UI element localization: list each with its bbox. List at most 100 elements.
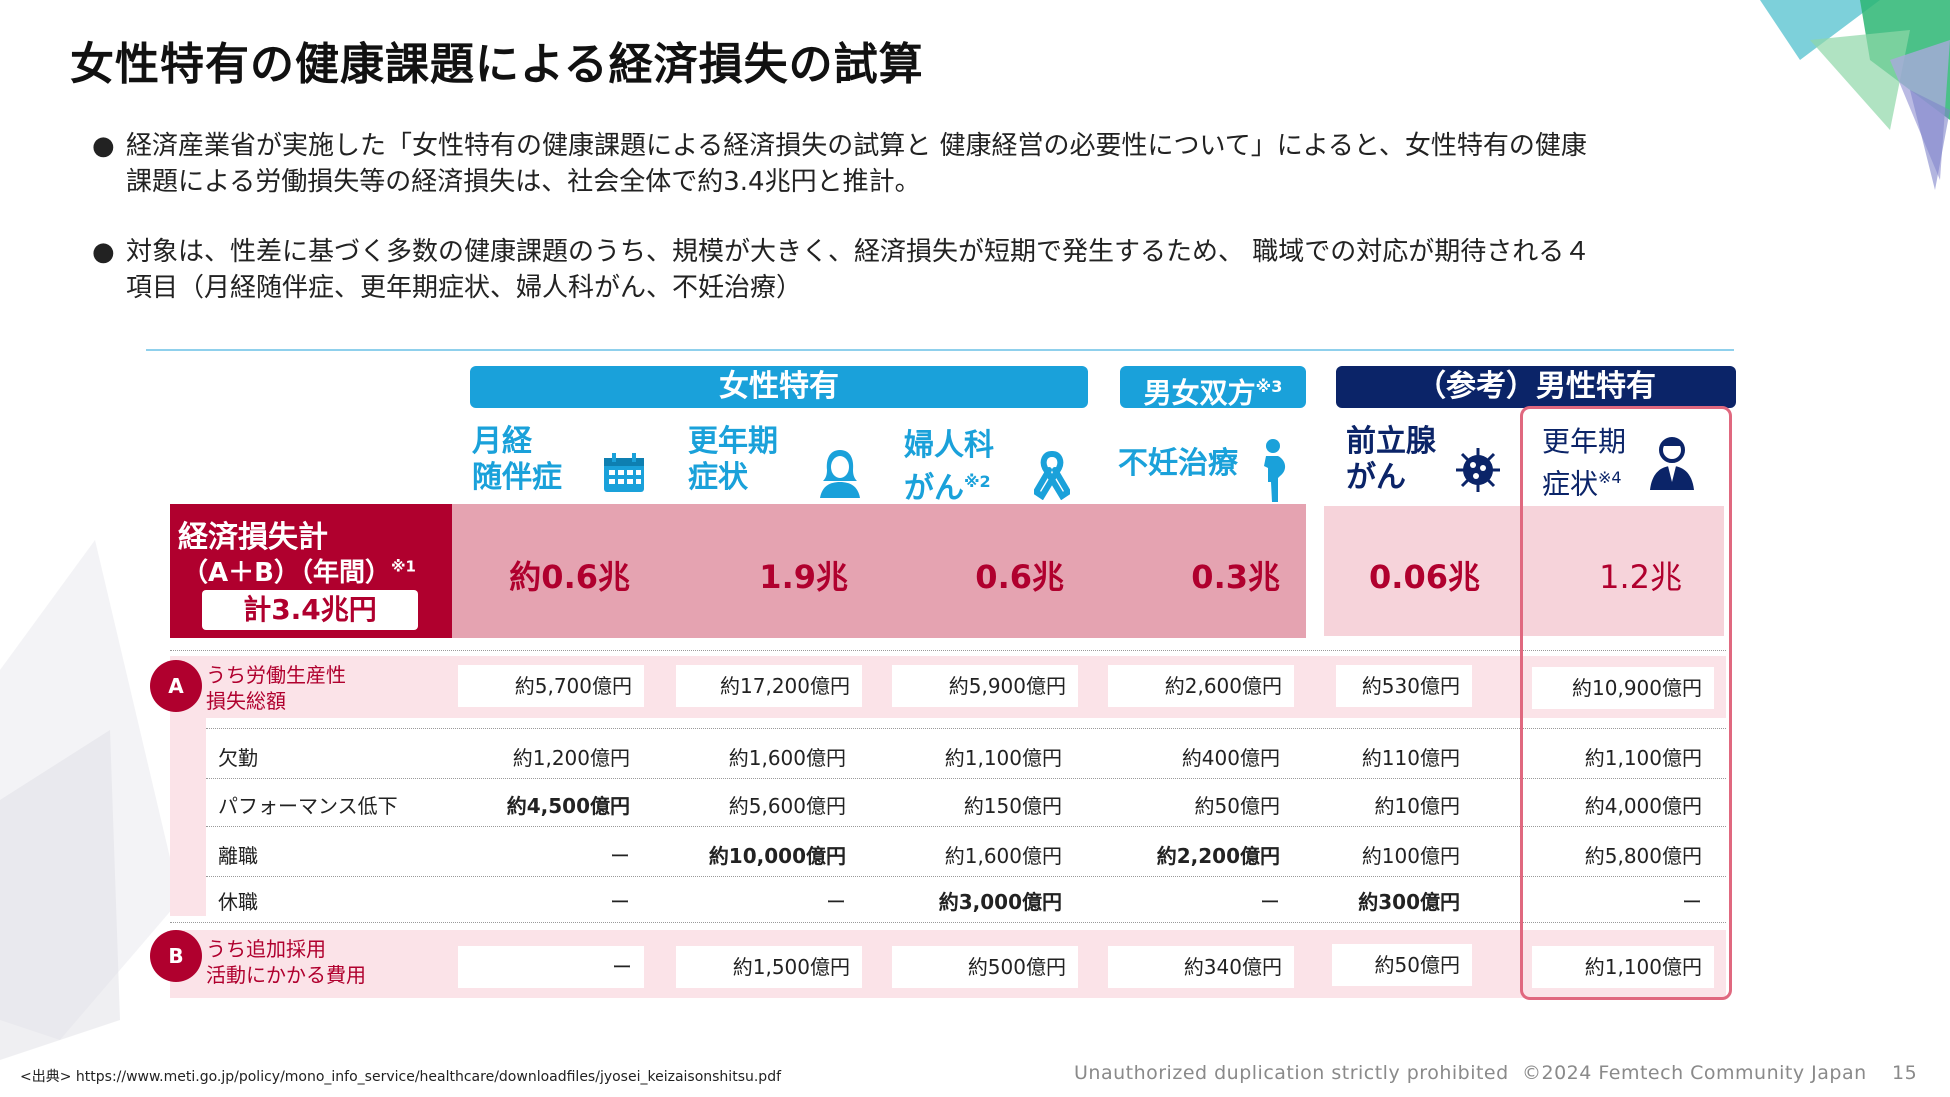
total-value: 約0.6兆	[509, 558, 630, 596]
total-value: 1.2兆	[1599, 558, 1682, 596]
column-header-line: がん	[904, 471, 964, 506]
column-header-infertility: 不妊治療	[1118, 446, 1238, 482]
subrow-cell: 約5,600億円	[728, 794, 846, 818]
row-b-badge: B	[150, 930, 202, 982]
row-a-value: 約5,900億円	[892, 665, 1078, 707]
row-a-value: 約17,200億円	[676, 665, 862, 707]
bullet-text-line: 対象は、性差に基づく多数の健康課題のうち、規模が大きく、経済損失が短期で発生する…	[126, 237, 1591, 267]
left-background-decoration	[0, 540, 180, 1060]
bullet-item: ● 経済産業省が実施した「女性特有の健康課題による経済損失の試算と 健康経営の必…	[88, 128, 1828, 200]
subrow-cell: 約3,000億円	[938, 890, 1062, 914]
row-a-value: 約2,600億円	[1108, 665, 1294, 707]
subrow-label: 欠勤	[218, 746, 258, 770]
subrow-label: 休職	[218, 890, 258, 914]
page-title: 女性特有の健康課題による経済損失の試算	[70, 39, 924, 90]
column-header-line: 症状	[688, 460, 748, 495]
bullet-text-line: 項目（月経随伴症、更年期症状、婦人科がん、不妊治療）	[126, 273, 803, 303]
pregnant-icon	[1264, 439, 1286, 502]
page-number: 15	[1892, 1062, 1918, 1084]
subrow-cell: 約110億円	[1361, 746, 1460, 770]
subrow-cell: 約10,000億円	[708, 844, 846, 868]
column-header-line: がん	[1346, 460, 1406, 495]
subrow-cell: ー	[610, 890, 630, 914]
column-header-line: 月経	[472, 424, 532, 459]
column-header-line: 更年期	[1542, 425, 1627, 458]
source-label: <出典>	[20, 1069, 72, 1085]
bullet-item: ● 対象は、性差に基づく多数の健康課題のうち、規模が大きく、経済損失が短期で発生…	[88, 234, 1828, 306]
subrow-cell: 約10億円	[1374, 794, 1460, 818]
category-both-label: 男女双方	[1143, 376, 1256, 410]
column-header-line: 症状	[1542, 467, 1599, 501]
column-header-note: ※4	[1598, 468, 1622, 487]
duplication-notice: Unauthorized duplication strictly prohib…	[1074, 1062, 1509, 1084]
row-a-badge: A	[150, 660, 202, 712]
column-header-note: ※2	[964, 472, 991, 491]
row-separator	[206, 728, 1726, 729]
subrow-cell: ー	[1682, 890, 1702, 914]
subrow-label: パフォーマンス低下	[218, 794, 398, 818]
column-header-menopause-female: 更年期 症状	[688, 424, 778, 496]
copyright: ©2024 Femtech Community Japan	[1522, 1062, 1867, 1084]
row-a-value: 約530億円	[1336, 665, 1472, 707]
row-a-value: 約10,900億円	[1532, 667, 1714, 709]
subrow-cell: 約1,600億円	[944, 844, 1062, 868]
total-band-female	[452, 504, 1306, 638]
subrow-cell: 約300億円	[1358, 890, 1460, 914]
total-sublabel-note: ※1	[390, 557, 416, 576]
column-header-line: 婦人科	[904, 428, 994, 463]
column-header-gyn-cancer: 婦人科 がん※2	[904, 428, 994, 507]
total-label-box: 経済損失計 （A＋B）（年間）※1 計3.4兆円	[170, 504, 452, 638]
row-b-value: 約500億円	[892, 946, 1078, 988]
row-separator	[206, 876, 1726, 877]
row-a-label-line: うち労働生産性	[206, 663, 346, 687]
man-icon	[1650, 437, 1694, 490]
subrow-cell: 約4,000億円	[1584, 794, 1702, 818]
subrow-cell: 約1,200億円	[512, 746, 630, 770]
bullet-marker: ●	[92, 237, 115, 267]
row-separator	[170, 650, 1726, 651]
bullet-text-line: 経済産業省が実施した「女性特有の健康課題による経済損失の試算と 健康経営の必要性…	[126, 131, 1587, 161]
subrow-cell: 約1,600億円	[728, 746, 846, 770]
subrow-sidebar	[170, 718, 206, 916]
category-both: 男女双方※3	[1120, 366, 1306, 410]
subrow-cell: ー	[1260, 890, 1280, 914]
column-header-line: 不妊治療	[1118, 446, 1238, 481]
bullet-marker: ●	[92, 131, 115, 161]
source-url[interactable]: https://www.meti.go.jp/policy/mono_info_…	[75, 1069, 782, 1085]
virus-icon	[1456, 448, 1500, 492]
subrow-cell: 約400億円	[1181, 746, 1280, 770]
row-separator	[170, 922, 1726, 923]
subrow-cell: 約4,500億円	[506, 794, 630, 818]
bullet-text-line: 課題による労働損失等の経済損失は、社会全体で約3.4兆円と推計。	[126, 167, 921, 197]
row-b-label-line: 活動にかかる費用	[206, 963, 366, 987]
subrow-cell: 約5,800億円	[1584, 844, 1702, 868]
total-band-male	[1324, 506, 1724, 636]
table-top-rule	[146, 349, 1734, 351]
row-a-value: 約5,700億円	[458, 665, 644, 707]
total-value: 0.3兆	[1191, 558, 1280, 596]
category-female-label: 女性特有	[719, 369, 839, 404]
row-b-value: 約50億円	[1332, 944, 1472, 986]
subrow-cell: 約2,200億円	[1156, 844, 1280, 868]
total-label: 経済損失計	[178, 520, 328, 555]
column-header-line: 前立腺	[1346, 424, 1436, 459]
subrow-cell: ー	[610, 844, 630, 868]
category-male: （参考）男性特有	[1336, 366, 1736, 408]
total-sum-pill: 計3.4兆円	[202, 590, 418, 630]
column-header-menopause-male: 更年期 症状※4	[1542, 424, 1626, 502]
male-menopause-highlight-frame	[1520, 406, 1732, 1000]
source-citation: <出典> https://www.meti.go.jp/policy/mono_…	[20, 1066, 781, 1086]
corner-decoration	[1760, 0, 1950, 190]
row-b-value: 約1,100億円	[1532, 946, 1714, 988]
subrow-cell: 約1,100億円	[1584, 746, 1702, 770]
category-both-note: ※3	[1255, 377, 1283, 396]
row-b-label: うち追加採用 活動にかかる費用	[206, 936, 366, 988]
category-male-label: （参考）男性特有	[1416, 369, 1656, 404]
total-value: 0.6兆	[975, 558, 1064, 596]
subrow-cell: 約50億円	[1194, 794, 1280, 818]
row-b-label-line: うち追加採用	[206, 937, 326, 961]
total-value: 1.9兆	[759, 558, 848, 596]
subrow-cell: 約150億円	[963, 794, 1062, 818]
row-b-value: 約340億円	[1108, 946, 1294, 988]
subrow-cell: ー	[826, 890, 846, 914]
